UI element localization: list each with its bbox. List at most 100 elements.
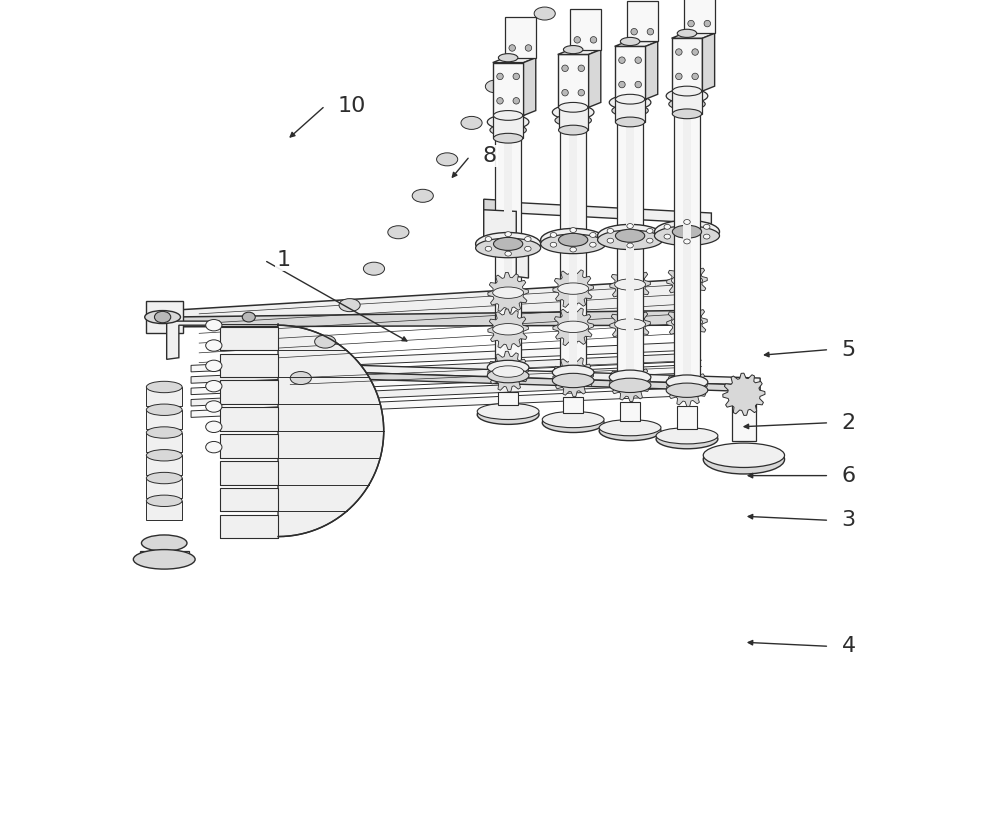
Ellipse shape <box>666 375 708 389</box>
Ellipse shape <box>570 247 576 252</box>
Polygon shape <box>553 356 593 397</box>
Polygon shape <box>558 54 589 107</box>
Ellipse shape <box>477 405 539 424</box>
Ellipse shape <box>552 365 594 380</box>
Ellipse shape <box>615 117 645 127</box>
Ellipse shape <box>578 65 585 72</box>
Ellipse shape <box>656 428 718 444</box>
Ellipse shape <box>525 237 531 241</box>
Ellipse shape <box>704 20 711 27</box>
Polygon shape <box>559 107 588 130</box>
Ellipse shape <box>154 311 171 323</box>
Ellipse shape <box>574 37 580 43</box>
Polygon shape <box>732 398 756 441</box>
Ellipse shape <box>552 105 594 120</box>
Polygon shape <box>667 366 707 406</box>
Ellipse shape <box>669 98 705 110</box>
Ellipse shape <box>133 550 195 569</box>
Ellipse shape <box>688 20 694 27</box>
Polygon shape <box>610 264 650 305</box>
Ellipse shape <box>206 380 222 392</box>
Ellipse shape <box>615 94 645 104</box>
Polygon shape <box>589 50 601 107</box>
Polygon shape <box>524 58 536 115</box>
Polygon shape <box>488 351 528 392</box>
Polygon shape <box>191 354 679 383</box>
Ellipse shape <box>552 373 594 388</box>
Ellipse shape <box>525 246 531 251</box>
Ellipse shape <box>563 46 583 54</box>
Ellipse shape <box>609 378 651 393</box>
Ellipse shape <box>146 404 182 415</box>
Text: 8: 8 <box>482 146 496 166</box>
Ellipse shape <box>599 421 661 441</box>
Ellipse shape <box>505 232 511 237</box>
Polygon shape <box>488 309 528 350</box>
Polygon shape <box>702 33 715 91</box>
Ellipse shape <box>559 233 588 246</box>
Ellipse shape <box>615 279 646 290</box>
Polygon shape <box>674 96 700 390</box>
Polygon shape <box>220 488 278 511</box>
Ellipse shape <box>672 225 702 238</box>
Polygon shape <box>684 0 715 33</box>
Text: 10: 10 <box>337 96 366 115</box>
Text: 6: 6 <box>841 466 856 485</box>
Ellipse shape <box>412 189 433 202</box>
Ellipse shape <box>542 413 604 433</box>
Polygon shape <box>493 63 524 115</box>
Polygon shape <box>272 370 760 392</box>
Polygon shape <box>560 112 586 380</box>
Ellipse shape <box>141 535 187 551</box>
Ellipse shape <box>631 28 637 35</box>
Ellipse shape <box>672 109 702 119</box>
Ellipse shape <box>541 228 606 251</box>
Ellipse shape <box>692 73 698 80</box>
Polygon shape <box>667 260 707 301</box>
Polygon shape <box>677 406 697 429</box>
Ellipse shape <box>493 133 523 143</box>
Ellipse shape <box>635 57 641 63</box>
Ellipse shape <box>562 89 568 96</box>
Polygon shape <box>610 304 650 345</box>
Ellipse shape <box>647 28 654 35</box>
Polygon shape <box>610 361 650 402</box>
Polygon shape <box>667 302 707 342</box>
Ellipse shape <box>703 234 710 239</box>
Ellipse shape <box>290 372 311 385</box>
Ellipse shape <box>672 380 702 392</box>
Polygon shape <box>167 311 679 327</box>
Ellipse shape <box>493 324 524 335</box>
Ellipse shape <box>550 242 557 247</box>
Ellipse shape <box>607 238 614 243</box>
Ellipse shape <box>206 340 222 351</box>
Ellipse shape <box>461 116 482 129</box>
Polygon shape <box>167 321 220 359</box>
Ellipse shape <box>145 311 180 324</box>
Ellipse shape <box>590 233 596 237</box>
Ellipse shape <box>703 445 785 474</box>
Text: 4: 4 <box>841 637 856 656</box>
Polygon shape <box>278 324 384 538</box>
Ellipse shape <box>598 224 663 247</box>
Ellipse shape <box>525 45 532 51</box>
Ellipse shape <box>513 98 520 104</box>
Ellipse shape <box>664 224 671 229</box>
Polygon shape <box>484 210 528 278</box>
Polygon shape <box>484 201 711 224</box>
Ellipse shape <box>146 381 182 393</box>
Polygon shape <box>615 99 645 122</box>
Ellipse shape <box>615 229 645 242</box>
Polygon shape <box>615 41 658 46</box>
Ellipse shape <box>146 450 182 461</box>
Ellipse shape <box>677 29 697 37</box>
Polygon shape <box>683 96 691 390</box>
Ellipse shape <box>476 238 541 258</box>
Polygon shape <box>495 122 521 376</box>
Ellipse shape <box>206 360 222 372</box>
Ellipse shape <box>487 368 529 383</box>
Ellipse shape <box>542 411 604 428</box>
Ellipse shape <box>388 226 409 239</box>
Ellipse shape <box>513 73 520 80</box>
Ellipse shape <box>363 262 385 275</box>
